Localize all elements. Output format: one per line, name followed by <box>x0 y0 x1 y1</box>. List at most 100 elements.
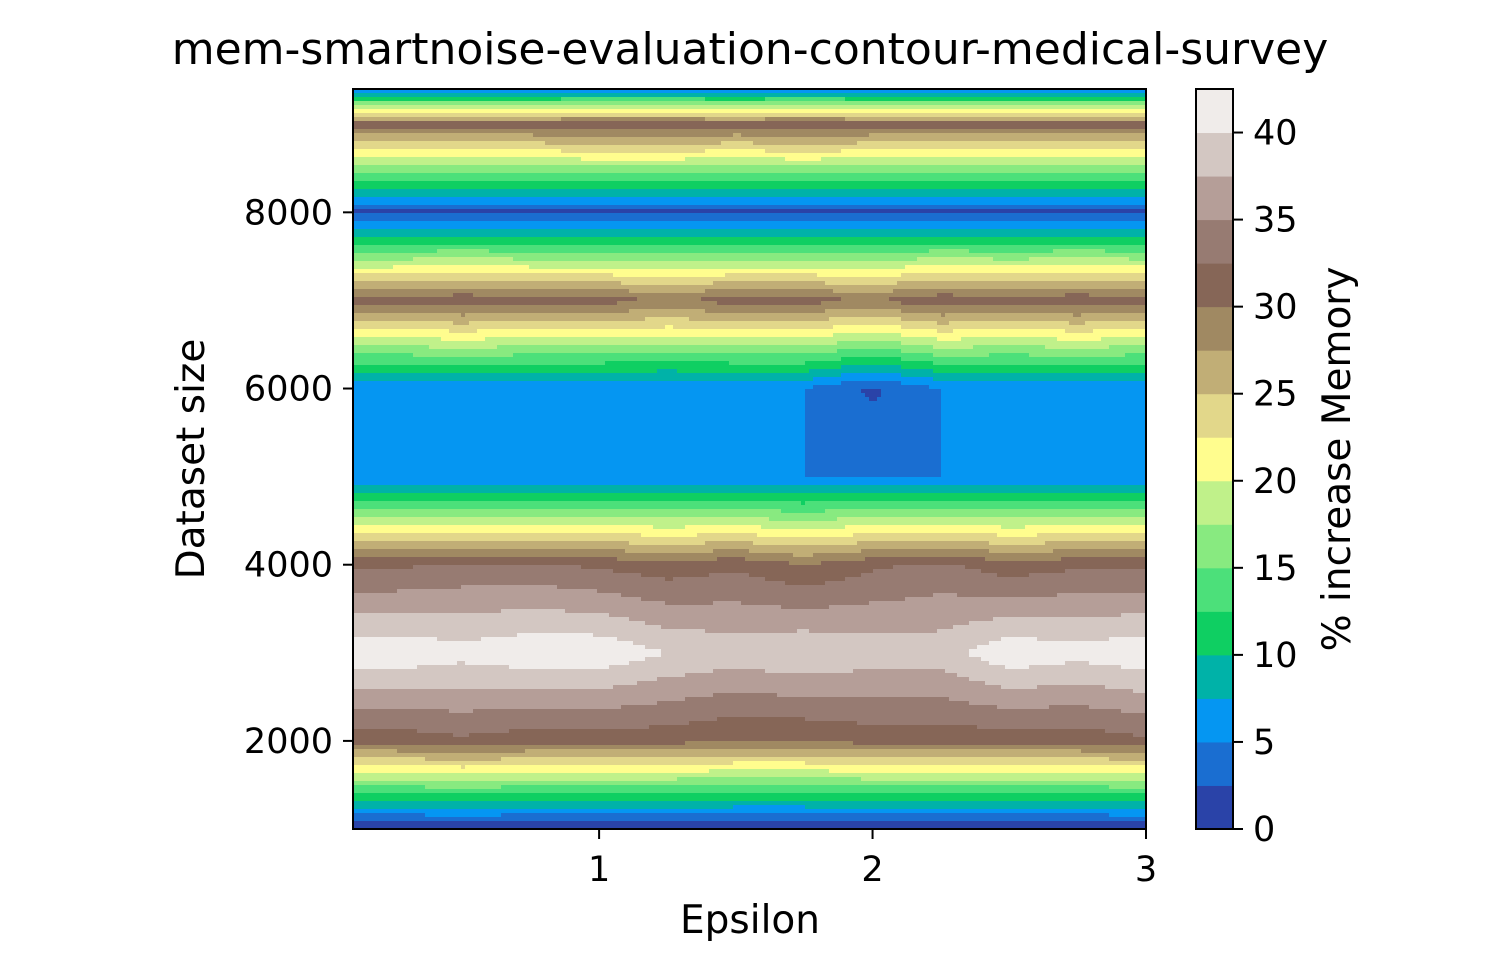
contour-cell <box>513 169 518 174</box>
contour-cell <box>1073 105 1078 110</box>
contour-cell <box>393 169 398 174</box>
contour-cell <box>917 181 922 186</box>
contour-cell <box>877 181 882 186</box>
contour-cell <box>361 169 366 174</box>
contour-cell <box>717 101 722 106</box>
contour-cell <box>773 157 778 162</box>
contour-cell <box>377 173 382 178</box>
contour-cell <box>609 113 614 118</box>
contour-cell <box>1097 185 1102 190</box>
contour-cell <box>829 185 834 190</box>
contour-cell <box>585 157 590 162</box>
contour-cell <box>689 121 694 126</box>
contour-cell <box>577 181 582 186</box>
contour-cell <box>1117 105 1122 110</box>
contour-cell <box>765 121 770 126</box>
contour-cell <box>773 169 778 174</box>
contour-cell <box>613 133 618 138</box>
contour-cell <box>961 121 966 126</box>
contour-cell <box>941 109 946 114</box>
contour-cell <box>737 113 742 118</box>
contour-cell <box>553 157 558 162</box>
contour-cell <box>493 101 498 106</box>
contour-cell <box>1017 129 1022 134</box>
contour-cell <box>641 89 646 94</box>
contour-cell <box>993 169 998 174</box>
contour-cell <box>825 185 830 190</box>
contour-cell <box>521 157 526 162</box>
contour-cell <box>561 101 566 106</box>
contour-cell <box>865 93 870 98</box>
contour-cell <box>813 113 818 118</box>
contour-cell <box>977 137 982 142</box>
contour-cell <box>457 89 462 94</box>
contour-cell <box>717 181 722 186</box>
contour-cell <box>985 173 990 178</box>
contour-cell <box>721 97 726 102</box>
contour-cell <box>809 109 814 114</box>
contour-cell <box>685 97 690 102</box>
contour-cell <box>789 185 794 190</box>
contour-cell <box>497 173 502 178</box>
contour-cell <box>985 121 990 126</box>
contour-cell <box>929 157 934 162</box>
contour-cell <box>397 113 402 118</box>
contour-cell <box>605 133 610 138</box>
contour-cell <box>1117 169 1122 174</box>
contour-cell <box>925 121 930 126</box>
contour-cell <box>1141 149 1146 154</box>
contour-cell <box>397 189 402 194</box>
contour-cell <box>461 177 466 182</box>
contour-cell <box>809 137 814 142</box>
contour-cell <box>577 117 582 122</box>
contour-cell <box>701 129 706 134</box>
contour-cell <box>629 137 634 142</box>
contour-cell <box>529 93 534 98</box>
contour-cell <box>933 101 938 106</box>
contour-cell <box>701 181 706 186</box>
contour-cell <box>657 97 662 102</box>
contour-cell <box>1037 141 1042 146</box>
contour-cell <box>821 105 826 110</box>
contour-cell <box>821 97 826 102</box>
contour-cell <box>673 109 678 114</box>
contour-cell <box>889 153 894 158</box>
contour-cell <box>437 113 442 118</box>
contour-cell <box>689 97 694 102</box>
contour-cell <box>569 97 574 102</box>
contour-cell <box>437 89 442 94</box>
contour-cell <box>781 121 786 126</box>
contour-cell <box>585 141 590 146</box>
contour-cell <box>1061 153 1066 158</box>
contour-cell <box>785 169 790 174</box>
contour-cell <box>817 101 822 106</box>
contour-cell <box>669 117 674 122</box>
contour-cell <box>813 105 818 110</box>
contour-cell <box>709 125 714 130</box>
contour-cell <box>409 181 414 186</box>
contour-cell <box>409 173 414 178</box>
contour-cell <box>485 173 490 178</box>
contour-cell <box>717 177 722 182</box>
contour-cell <box>1073 129 1078 134</box>
contour-cell <box>749 113 754 118</box>
contour-cell <box>817 149 822 154</box>
contour-cell <box>429 153 434 158</box>
contour-cell <box>385 125 390 130</box>
contour-cell <box>713 149 718 154</box>
contour-cell <box>741 169 746 174</box>
contour-cell <box>965 177 970 182</box>
contour-cell <box>885 133 890 138</box>
contour-cell <box>485 129 490 134</box>
contour-cell <box>913 181 918 186</box>
contour-cell <box>393 185 398 190</box>
contour-cell <box>1073 93 1078 98</box>
contour-cell <box>557 133 562 138</box>
contour-cell <box>581 185 586 190</box>
contour-cell <box>789 97 794 102</box>
contour-cell <box>569 185 574 190</box>
contour-cell <box>461 181 466 186</box>
contour-cell <box>373 169 378 174</box>
contour-cell <box>681 173 686 178</box>
contour-cell <box>553 109 558 114</box>
